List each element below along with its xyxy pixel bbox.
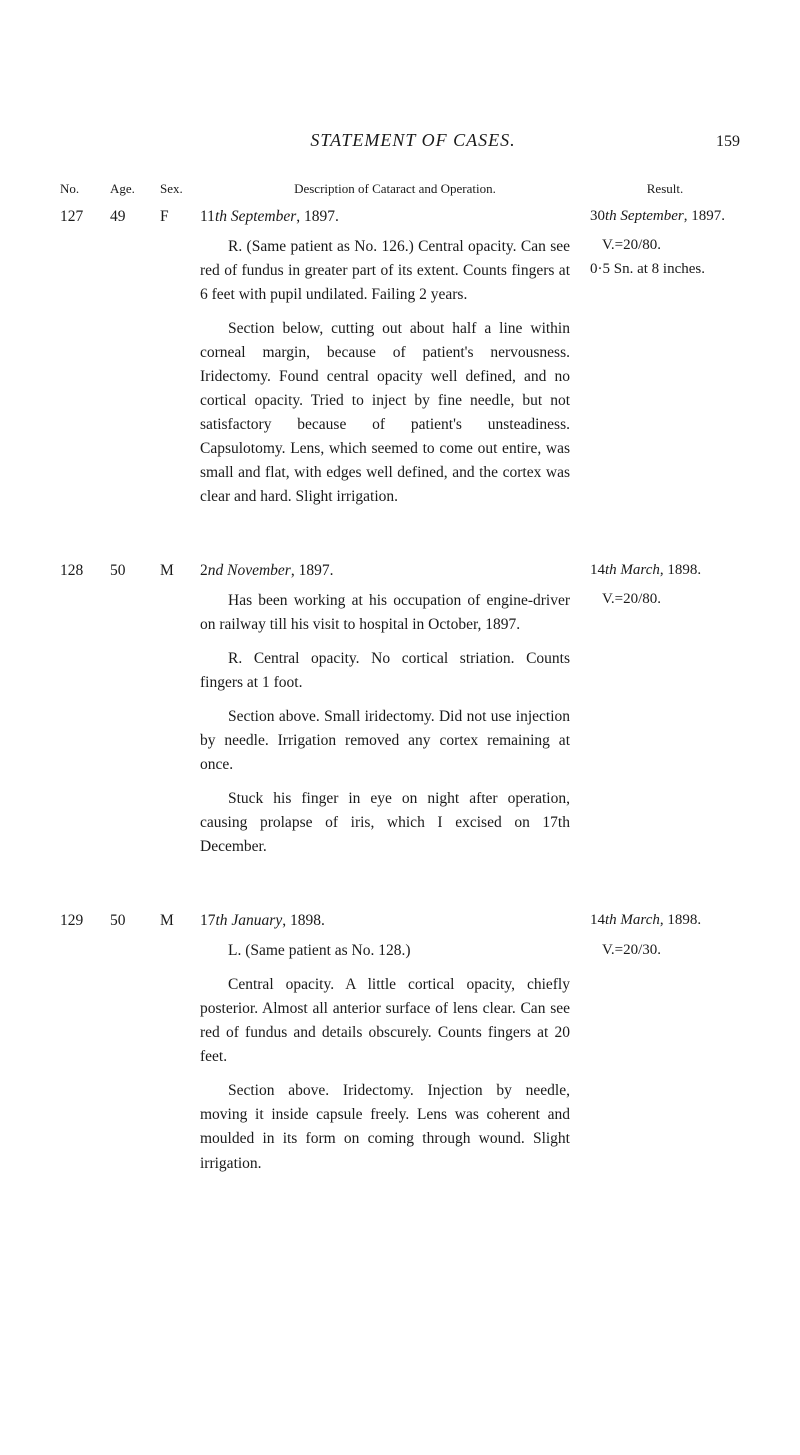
desc-para: L. (Same patient as No. 128.) [200,939,570,963]
case-description: 11th September, 1897. R. (Same patient a… [200,205,590,519]
case-no: 129 [60,909,110,1185]
desc-para: R. Central opacity. No cortical striatio… [200,647,570,695]
date-post: , 1897. [291,562,334,579]
page-header: STATEMENT OF CASES. 159 [60,130,740,151]
case-entry: 129 50 M 17th January, 1898. L. (Same pa… [60,909,740,1185]
case-age: 50 [110,909,160,1185]
case-entry: 127 49 F 11th September, 1897. R. (Same … [60,205,740,519]
result-line: V.=20/80. [590,234,740,257]
date-post: , 1897. [684,208,725,224]
case-result: 30th September, 1897. V.=20/80. 0·5 Sn. … [590,205,740,519]
date-post: , 1898. [660,912,701,928]
date-italic: th September [215,208,296,225]
date-post: , 1898. [282,912,325,929]
result-date: 14th March, 1898. [590,559,740,582]
desc-para: Section above. Iridectomy. Injection by … [200,1079,570,1175]
date-italic: th September [605,208,684,224]
date-pre: 17 [200,912,216,929]
date-italic: nd November [208,562,291,579]
desc-para: Has been working at his occupation of en… [200,589,570,637]
result-date: 14th March, 1898. [590,909,740,932]
desc-para: Section above. Small iridectomy. Did not… [200,705,570,777]
date-post: , 1897. [296,208,339,225]
case-no: 127 [60,205,110,519]
desc-para: Section below, cutting out about half a … [200,317,570,509]
date-pre: 14 [590,562,605,578]
date-pre: 2 [200,562,208,579]
desc-date: 11th September, 1897. [200,205,570,229]
case-sex: M [160,909,200,1185]
desc-para: R. (Same patient as No. 126.) Central op… [200,235,570,307]
case-age: 50 [110,559,160,869]
case-age: 49 [110,205,160,519]
date-post: , 1898. [660,562,701,578]
desc-para: Central opacity. A little cortical opaci… [200,973,570,1069]
case-description: 17th January, 1898. L. (Same patient as … [200,909,590,1185]
date-italic: th March [605,912,660,928]
desc-date: 2nd November, 1897. [200,559,570,583]
result-line: V.=20/30. [590,939,740,962]
date-pre: 14 [590,912,605,928]
case-result: 14th March, 1898. V.=20/80. [590,559,740,869]
column-headers: No. Age. Sex. Description of Cataract an… [60,181,740,197]
date-italic: th January [216,912,283,929]
date-pre: 30 [590,208,605,224]
result-line: 0·5 Sn. at 8 inches. [590,258,740,281]
col-header-sex: Sex. [160,181,200,197]
col-header-desc: Description of Cataract and Operation. [200,181,590,197]
col-header-age: Age. [110,181,160,197]
case-result: 14th March, 1898. V.=20/30. [590,909,740,1185]
col-header-no: No. [60,181,110,197]
result-date: 30th September, 1897. [590,205,740,228]
case-sex: F [160,205,200,519]
desc-date: 17th January, 1898. [200,909,570,933]
case-no: 128 [60,559,110,869]
col-header-result: Result. [590,181,740,197]
date-italic: th March [605,562,660,578]
date-pre: 11 [200,208,215,225]
desc-para: Stuck his finger in eye on night after o… [200,787,570,859]
case-description: 2nd November, 1897. Has been working at … [200,559,590,869]
case-sex: M [160,559,200,869]
page-title: STATEMENT OF CASES. [110,130,716,151]
result-line: V.=20/80. [590,588,740,611]
page-number: 159 [716,133,740,151]
case-entry: 128 50 M 2nd November, 1897. Has been wo… [60,559,740,869]
